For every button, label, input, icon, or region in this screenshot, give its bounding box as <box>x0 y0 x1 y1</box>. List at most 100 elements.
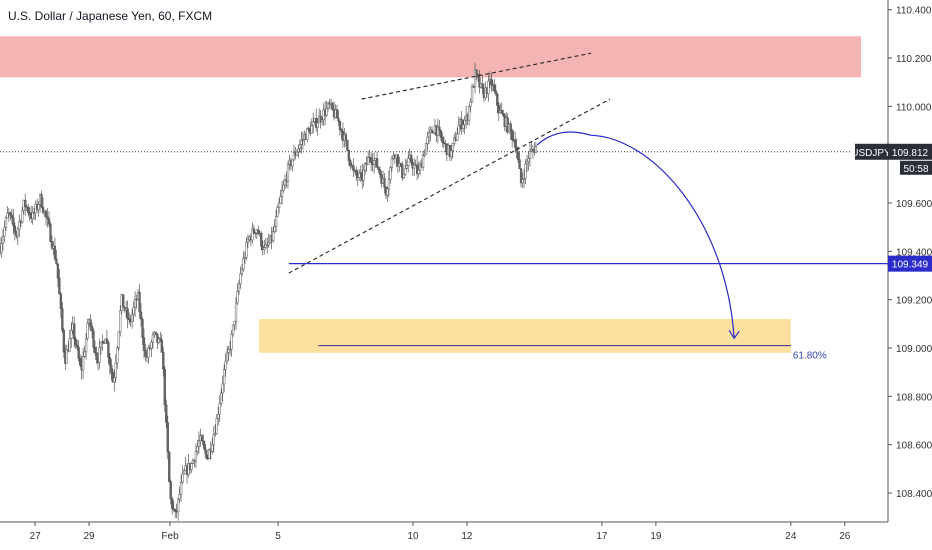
candle <box>252 224 255 235</box>
candle <box>344 131 348 147</box>
candle <box>93 340 97 356</box>
candle <box>266 237 269 254</box>
candle <box>24 193 27 216</box>
candle <box>377 166 380 173</box>
candle-body <box>70 330 73 339</box>
candle <box>165 399 168 429</box>
candle-body <box>21 210 24 223</box>
candle-body <box>46 216 49 219</box>
candle <box>56 263 60 287</box>
candle-body <box>89 319 92 327</box>
candle <box>122 294 125 308</box>
candle-body <box>171 498 174 509</box>
candle <box>472 84 475 88</box>
candle-body <box>28 212 31 215</box>
candle <box>41 197 45 215</box>
candle-body <box>203 444 207 451</box>
candle <box>263 239 266 255</box>
candle-body <box>424 143 428 155</box>
candle-body <box>242 258 245 270</box>
candle <box>497 101 500 122</box>
candle <box>12 208 15 235</box>
time-tick-label: 5 <box>275 531 281 542</box>
candle <box>84 333 88 360</box>
candle-body <box>263 247 266 250</box>
candle-body <box>191 459 195 464</box>
candle <box>292 144 296 161</box>
candle-body <box>138 292 141 313</box>
candle-body <box>55 258 58 264</box>
candle <box>223 364 226 393</box>
candle-body <box>205 449 208 459</box>
candle <box>352 158 355 177</box>
candle-body <box>197 440 201 447</box>
candle <box>301 131 304 150</box>
candle <box>147 344 150 364</box>
candle <box>218 395 221 423</box>
candle-body <box>151 334 155 343</box>
candle <box>110 358 113 380</box>
candle <box>426 131 429 152</box>
candle-body <box>349 160 352 167</box>
candle-body <box>282 184 285 191</box>
candle-body <box>18 221 21 230</box>
price-tick-label: 108.400 <box>896 489 932 500</box>
candle-body <box>340 129 343 132</box>
candle-body <box>493 84 496 92</box>
candle-body <box>264 244 267 248</box>
candle-body <box>227 348 230 353</box>
candle <box>130 309 134 329</box>
candle-body <box>166 422 169 453</box>
candle <box>387 170 391 198</box>
candle <box>246 234 250 249</box>
candle <box>9 211 12 221</box>
candle-body <box>92 330 95 348</box>
time-tick-label: 10 <box>407 531 419 542</box>
candle-body <box>16 228 19 237</box>
candle-body <box>518 159 521 169</box>
candle-body <box>208 449 211 459</box>
candle-body <box>196 446 199 452</box>
candle-body <box>99 341 103 348</box>
countdown-tag-label: 50:58 <box>903 164 928 175</box>
candle-body <box>132 307 135 315</box>
candle-body <box>93 347 97 353</box>
projection-arrowhead <box>728 330 740 340</box>
candle-body <box>475 69 478 75</box>
price-tick-label: 108.600 <box>896 441 932 452</box>
candle <box>399 162 402 168</box>
candle <box>40 190 43 209</box>
candle <box>511 128 514 148</box>
price-tick-label: 109.000 <box>896 344 932 355</box>
candle <box>439 129 443 141</box>
candle-body <box>316 122 319 128</box>
candle <box>349 158 352 170</box>
candle-body <box>221 383 224 394</box>
candle-body <box>252 228 255 234</box>
candle <box>105 329 109 345</box>
candle-body <box>430 129 434 133</box>
candle-body <box>12 217 15 227</box>
candle-body <box>214 433 217 436</box>
candle <box>211 437 214 455</box>
candle-body <box>516 152 520 160</box>
candle-body <box>472 86 475 88</box>
candle <box>225 345 229 364</box>
candle <box>527 152 530 171</box>
candle <box>215 414 218 435</box>
candle <box>257 225 260 235</box>
candle-body <box>230 334 233 350</box>
candle <box>362 164 365 187</box>
candle-body <box>378 169 382 176</box>
zones-layer <box>0 36 862 353</box>
symbol-tag-label: USDJPY <box>851 148 891 159</box>
candle <box>415 155 419 181</box>
candle-body <box>346 139 349 151</box>
candle-body <box>215 418 218 435</box>
candle-body <box>387 179 391 190</box>
candle <box>274 209 278 233</box>
candle <box>114 354 117 383</box>
time-tick-label: 27 <box>30 531 42 542</box>
